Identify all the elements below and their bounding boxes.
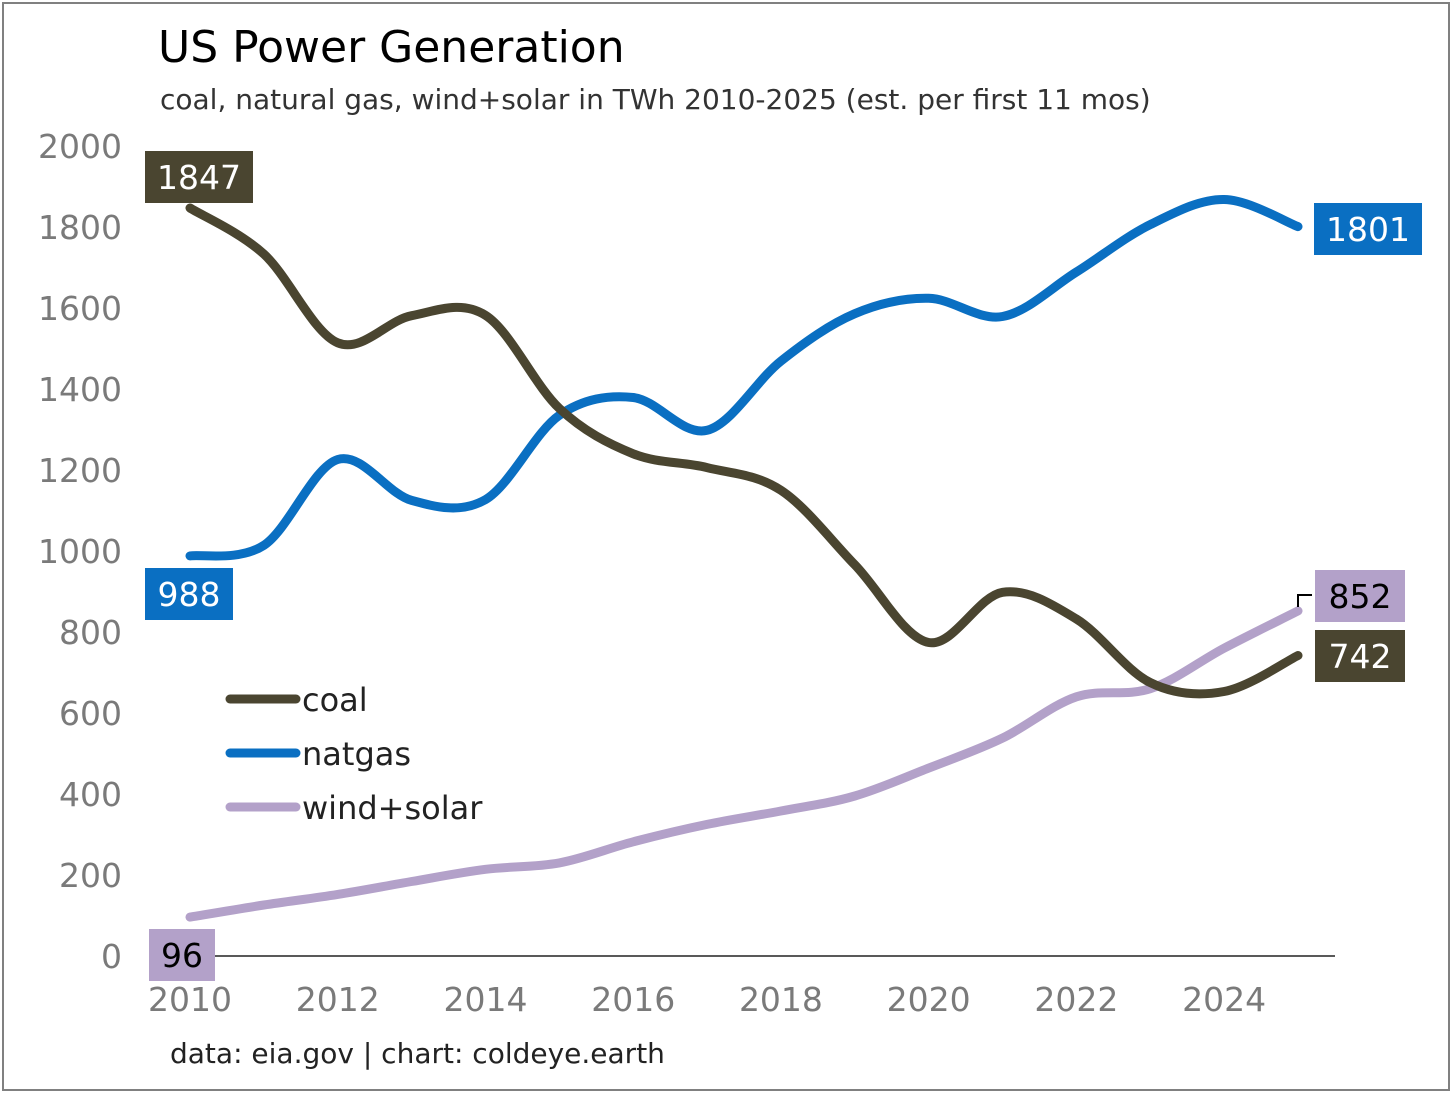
x-tick-label: 2016 [591,980,675,1019]
coal-end-label-box [1315,630,1405,682]
legend-label-natgas: natgas [302,735,411,773]
coal-start-label-box [145,151,253,203]
legend-label-coal: coal [302,681,368,719]
x-tick-label: 2018 [739,980,823,1019]
y-tick-label: 0 [101,937,122,976]
y-tick-label: 1200 [38,451,122,490]
y-tick-label: 200 [59,856,122,895]
chart-title: US Power Generation [158,22,625,73]
windsolar-end-label-box [1315,570,1405,622]
x-tick-label: 2020 [887,980,971,1019]
series-line-natgas [185,194,1303,561]
series-line-coal [185,203,1303,699]
chart-source-credit: data: eia.gov | chart: coldeye.earth [170,1037,665,1070]
y-tick-label: 400 [59,775,122,814]
x-tick-label: 2014 [443,980,527,1019]
x-tick-label: 2024 [1182,980,1266,1019]
natgas-end-label-box [1314,203,1422,255]
x-tick-label: 2010 [148,980,232,1019]
natgas-end-label: 1801 [1326,210,1410,249]
chart-subtitle: coal, natural gas, wind+solar in TWh 201… [160,83,1151,116]
y-tick-label: 1800 [38,208,122,247]
natgas-start-label-box [145,568,233,620]
coal-start-label: 1847 [157,158,241,197]
coal-end-label: 742 [1329,637,1392,676]
series-line-windsolar [185,606,1303,922]
y-tick-label: 1600 [38,289,122,328]
y-tick-label: 2000 [38,127,122,166]
legend-label-windsolar: wind+solar [302,789,483,827]
x-tick-label: 2012 [296,980,380,1019]
windsolar-end-label: 852 [1329,577,1392,616]
windsolar-start-label: 96 [161,936,203,975]
x-tick-label: 2022 [1034,980,1118,1019]
y-tick-label: 800 [59,613,122,652]
windsolar-start-label-box [149,929,215,981]
natgas-start-label: 988 [158,575,221,614]
windsolar-leader-line [1297,593,1312,607]
y-tick-label: 1400 [38,370,122,409]
y-tick-label: 1000 [38,532,122,571]
y-tick-label: 600 [59,694,122,733]
